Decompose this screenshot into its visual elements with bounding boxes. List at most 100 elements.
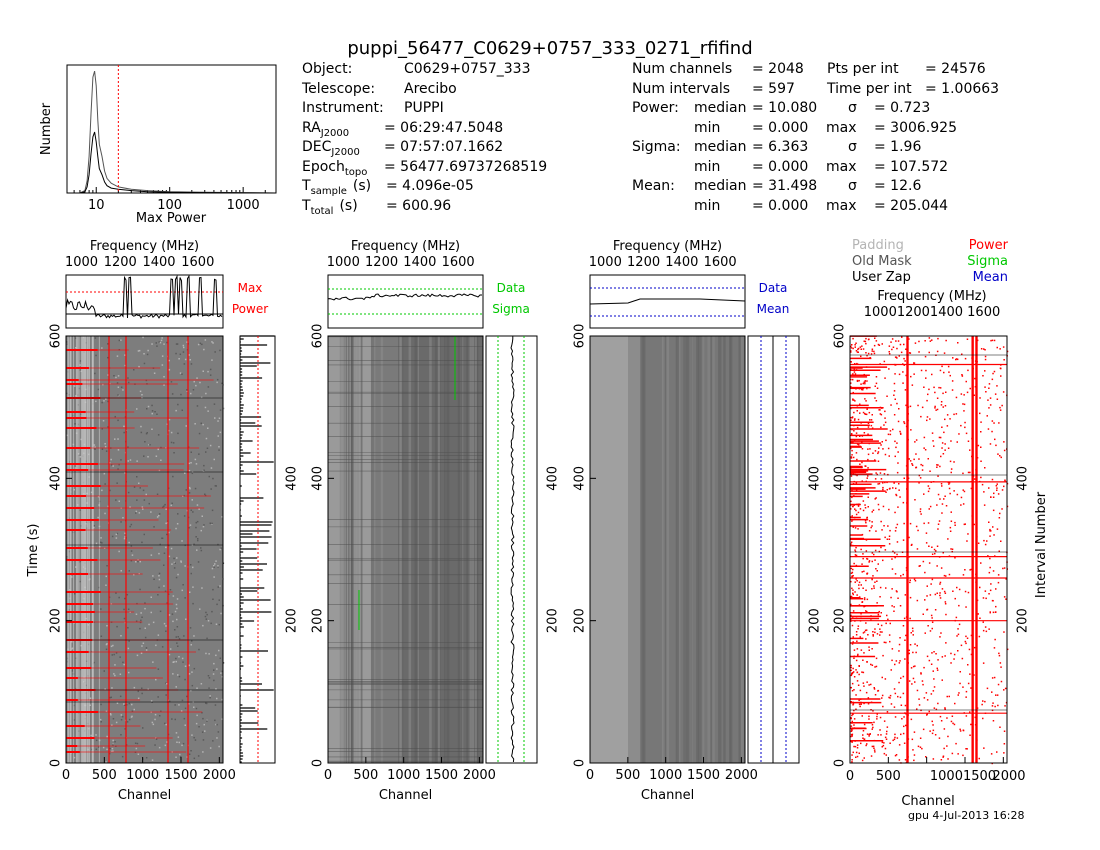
mask-pixel bbox=[943, 590, 946, 593]
heatmap-pixel bbox=[127, 381, 130, 384]
mask-pixel bbox=[889, 433, 892, 436]
mask-pixel bbox=[874, 631, 876, 634]
heatmap-pixel bbox=[193, 757, 196, 760]
mask-pixel bbox=[961, 353, 963, 355]
heatmap-pixel bbox=[195, 722, 198, 725]
heatmap-pixel bbox=[79, 360, 82, 362]
mask-pixel bbox=[933, 445, 935, 447]
mask-pixel bbox=[876, 713, 878, 715]
heatmap-pixel bbox=[216, 723, 218, 726]
mask-pixel bbox=[893, 706, 896, 708]
mask-pixel bbox=[929, 505, 932, 508]
mask-pixel bbox=[997, 683, 1000, 686]
heatmap-pixel bbox=[202, 370, 204, 372]
mask-pixel bbox=[902, 371, 904, 373]
heatmap-pixel bbox=[162, 506, 164, 508]
heatmap-pixel bbox=[135, 561, 137, 563]
heatmap-pixel bbox=[214, 351, 216, 353]
heatmap-pixel bbox=[99, 718, 102, 721]
mask-pixel bbox=[964, 569, 966, 571]
mask-pixel bbox=[856, 755, 859, 758]
mask-pixel bbox=[885, 622, 887, 625]
mask-pixel bbox=[860, 388, 863, 391]
mask-pixel bbox=[873, 721, 875, 724]
heatmap-pixel bbox=[109, 713, 112, 715]
heatmap-pixel bbox=[200, 549, 203, 552]
mask-pixel bbox=[885, 587, 887, 589]
heatmap-pixel bbox=[137, 690, 139, 693]
heatmap-pixel bbox=[151, 343, 153, 345]
heatmap-band bbox=[628, 336, 640, 763]
heatmap-pixel bbox=[217, 731, 220, 733]
heatmap-pixel bbox=[194, 739, 197, 741]
mask-pixel bbox=[891, 588, 893, 590]
heatmap-pixel bbox=[205, 611, 207, 614]
heatmap-pixel bbox=[105, 398, 107, 400]
heatmap-pixel bbox=[202, 739, 205, 741]
mask-pixel bbox=[966, 391, 969, 394]
mask-pixel bbox=[980, 431, 982, 433]
heatmap-pixel bbox=[138, 482, 140, 484]
heatmap-pixel bbox=[171, 393, 174, 395]
mask-pixel bbox=[865, 579, 867, 582]
mask-pixel bbox=[855, 554, 858, 557]
heatmap-pixel bbox=[214, 485, 217, 487]
mask-pixel bbox=[856, 580, 858, 582]
heatmap-pixel bbox=[94, 448, 96, 450]
histogram-tick-label: 100 bbox=[157, 198, 182, 213]
mask-pixel bbox=[861, 461, 863, 464]
heatmap-pixel bbox=[173, 561, 176, 564]
mask-pixel bbox=[918, 704, 921, 706]
mask-pixel bbox=[966, 540, 968, 542]
heatmap-pixel bbox=[176, 741, 178, 743]
mask-pixel bbox=[854, 346, 856, 348]
mask-pixel bbox=[850, 419, 852, 421]
mask-pixel bbox=[928, 545, 930, 547]
mask-pixel bbox=[852, 703, 855, 705]
mask-pixel bbox=[925, 532, 928, 534]
mask-pixel bbox=[1000, 540, 1002, 542]
mask-pixel bbox=[949, 374, 951, 377]
heatmap-pixel bbox=[114, 438, 116, 440]
heatmap-pixel bbox=[144, 607, 146, 610]
heatmap-pixel bbox=[160, 446, 162, 449]
heatmap-pixel bbox=[175, 527, 177, 530]
mask-pixel bbox=[881, 697, 883, 699]
heatmap-pixel bbox=[68, 550, 71, 553]
mask-pixel bbox=[850, 674, 853, 677]
mask-pixel bbox=[949, 530, 952, 532]
stat-cell: = 24576 bbox=[925, 61, 986, 77]
heatmap-pixel bbox=[217, 420, 219, 422]
legend-mean: Mean bbox=[973, 270, 1008, 285]
mask-pixel bbox=[943, 498, 945, 500]
mask-pixel bbox=[923, 522, 925, 525]
heatmap-pixel bbox=[218, 623, 220, 626]
mask-pixel bbox=[899, 605, 902, 607]
mask-pixel bbox=[949, 492, 951, 495]
mask-pixel bbox=[871, 552, 874, 554]
mask-pixel bbox=[887, 473, 889, 476]
heatmap-pixel bbox=[100, 721, 102, 723]
side-tick-label: 400 bbox=[285, 466, 300, 491]
mask-pixel bbox=[926, 608, 929, 611]
mask-pixel bbox=[856, 594, 858, 596]
mask-pixel bbox=[913, 458, 915, 461]
mask-pixel bbox=[857, 684, 860, 686]
mask-pixel bbox=[853, 689, 855, 691]
mask-pixel bbox=[852, 667, 854, 670]
mask-pixel bbox=[873, 749, 876, 751]
channel-tick-label: 0 bbox=[846, 769, 854, 784]
mask-pixel bbox=[893, 390, 896, 392]
mask-pixel bbox=[872, 452, 874, 454]
heatmap-pixel bbox=[176, 557, 178, 559]
heatmap-pixel bbox=[157, 594, 159, 596]
mask-pixel bbox=[861, 715, 863, 717]
mask-pixel bbox=[993, 534, 995, 536]
heatmap-pixel bbox=[112, 744, 114, 746]
stat-cell: = 31.498 bbox=[752, 178, 818, 194]
mask-pixel bbox=[937, 337, 939, 340]
heatmap-pixel bbox=[79, 369, 81, 371]
mask-pixel bbox=[896, 347, 898, 350]
mask-pixel bbox=[998, 550, 1000, 552]
heatmap-pixel bbox=[211, 341, 213, 343]
